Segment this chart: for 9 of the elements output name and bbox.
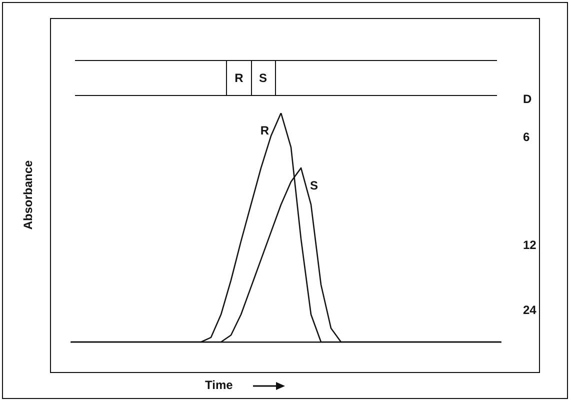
strip-diagram: R S bbox=[75, 60, 497, 96]
text: 24 bbox=[523, 303, 536, 317]
text: 12 bbox=[523, 238, 536, 252]
text: D bbox=[523, 92, 532, 106]
x-axis-title: Time bbox=[205, 378, 233, 392]
y-axis-title: Absorbance bbox=[21, 160, 35, 230]
text: 6 bbox=[523, 130, 530, 144]
series-label: S bbox=[310, 178, 318, 192]
series-label: R bbox=[260, 123, 270, 138]
